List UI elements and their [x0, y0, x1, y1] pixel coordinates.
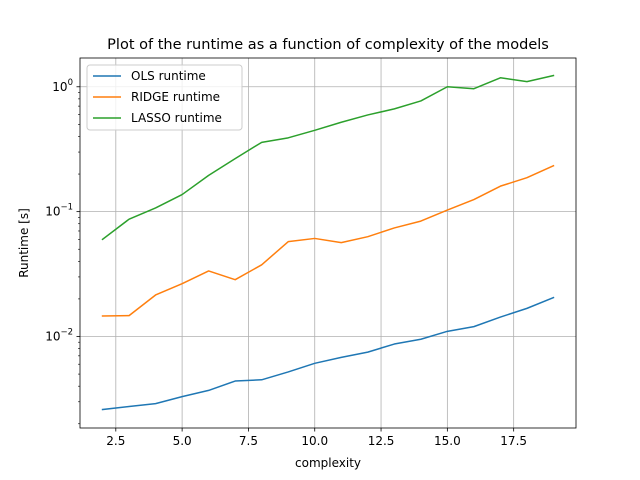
x-axis-ticks: 2.5 5.0 7.5 10.0 12.5 15.0 17.5: [106, 428, 527, 448]
grid-lines: [80, 58, 576, 428]
x-tick-label: 10.0: [301, 434, 328, 448]
legend-label-ridge: RIDGE runtime: [131, 90, 220, 104]
series-line-ols: [101, 296, 555, 411]
legend-label-lasso: LASSO runtime: [131, 111, 222, 125]
chart-title: Plot of the runtime as a function of com…: [107, 37, 549, 53]
y-axis-label: Runtime [s]: [17, 208, 31, 278]
x-tick-label: 5.0: [173, 434, 192, 448]
legend: OLS runtime RIDGE runtime LASSO runtime: [86, 64, 243, 131]
legend-label-ols: OLS runtime: [131, 69, 206, 83]
x-axis-label: complexity: [295, 456, 361, 470]
y-tick-label: 100: [52, 78, 73, 94]
x-tick-label: 7.5: [239, 434, 258, 448]
plot-area-frame: [79, 57, 577, 429]
x-tick-label: 15.0: [434, 434, 461, 448]
series-line-lasso: [101, 74, 555, 241]
y-axis-ticks: 10−2 10−1 100: [45, 78, 80, 425]
y-tick-label: 10−2: [45, 327, 73, 343]
x-tick-label: 17.5: [500, 434, 527, 448]
series-lines: [101, 74, 555, 411]
legend-box: [86, 64, 243, 131]
x-tick-label: 12.5: [368, 434, 395, 448]
y-tick-label: 10−1: [45, 203, 73, 219]
series-line-ridge: [101, 164, 555, 317]
x-tick-label: 2.5: [106, 434, 125, 448]
